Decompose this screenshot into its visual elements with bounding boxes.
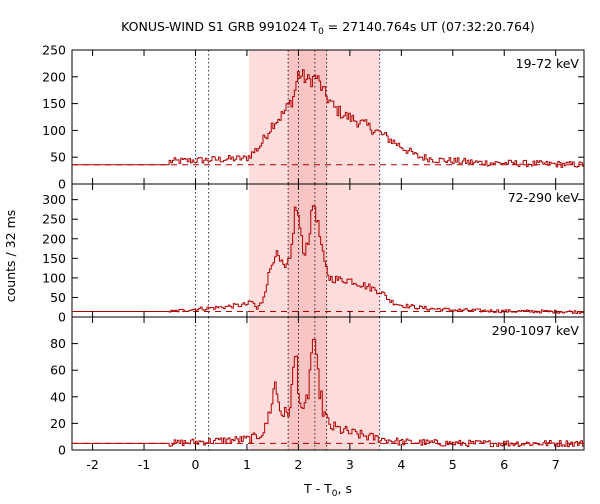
energy-band-label: 72-290 keV: [508, 190, 580, 205]
y-tick-label: 40: [50, 389, 66, 404]
y-tick-label: 200: [42, 69, 66, 84]
y-tick-label: 150: [42, 96, 66, 111]
y-tick-label: 50: [50, 290, 66, 305]
y-tick-label: 80: [50, 336, 66, 351]
x-tick-label: 5: [449, 457, 457, 472]
y-tick-label: 100: [42, 270, 66, 285]
y-tick-label: 300: [42, 192, 66, 207]
x-tick-label: 2: [294, 457, 302, 472]
y-tick-label: 250: [42, 43, 66, 58]
x-tick-label: 7: [552, 457, 560, 472]
y-tick-label: 0: [58, 310, 66, 325]
y-tick-label: 60: [50, 363, 66, 378]
y-tick-label: 50: [50, 150, 66, 165]
y-tick-label: 250: [42, 212, 66, 227]
x-tick-label: -2: [86, 457, 98, 472]
y-tick-label: 0: [58, 443, 66, 458]
x-tick-label: 6: [500, 457, 508, 472]
energy-band-label: 290-1097 keV: [492, 323, 580, 338]
y-tick-label: 20: [50, 416, 66, 431]
y-tick-label: 150: [42, 251, 66, 266]
energy-band-label: 19-72 keV: [516, 56, 580, 71]
shaded-core-interval: [288, 184, 327, 317]
panel-frame: [71, 316, 585, 451]
chart-title: KONUS-WIND S1 GRB 991024 T0 = 27140.764s…: [121, 19, 535, 37]
y-tick-label: 0: [58, 177, 66, 192]
x-axis-label: T - T0, s: [303, 481, 352, 499]
light-curve-series: [72, 205, 584, 314]
y-tick-label: 100: [42, 123, 66, 138]
x-tick-label: -1: [138, 457, 150, 472]
y-tick-label: 200: [42, 231, 66, 246]
shaded-core-interval: [288, 317, 327, 450]
light-curve-series: [72, 338, 584, 448]
shaded-core-interval: [288, 50, 327, 184]
x-tick-label: 3: [346, 457, 354, 472]
x-tick-label: 1: [243, 457, 251, 472]
x-tick-label: 0: [192, 457, 200, 472]
y-axis-label: counts / 32 ms: [3, 210, 18, 303]
x-tick-label: 4: [397, 457, 405, 472]
light-curve-series: [72, 69, 584, 168]
